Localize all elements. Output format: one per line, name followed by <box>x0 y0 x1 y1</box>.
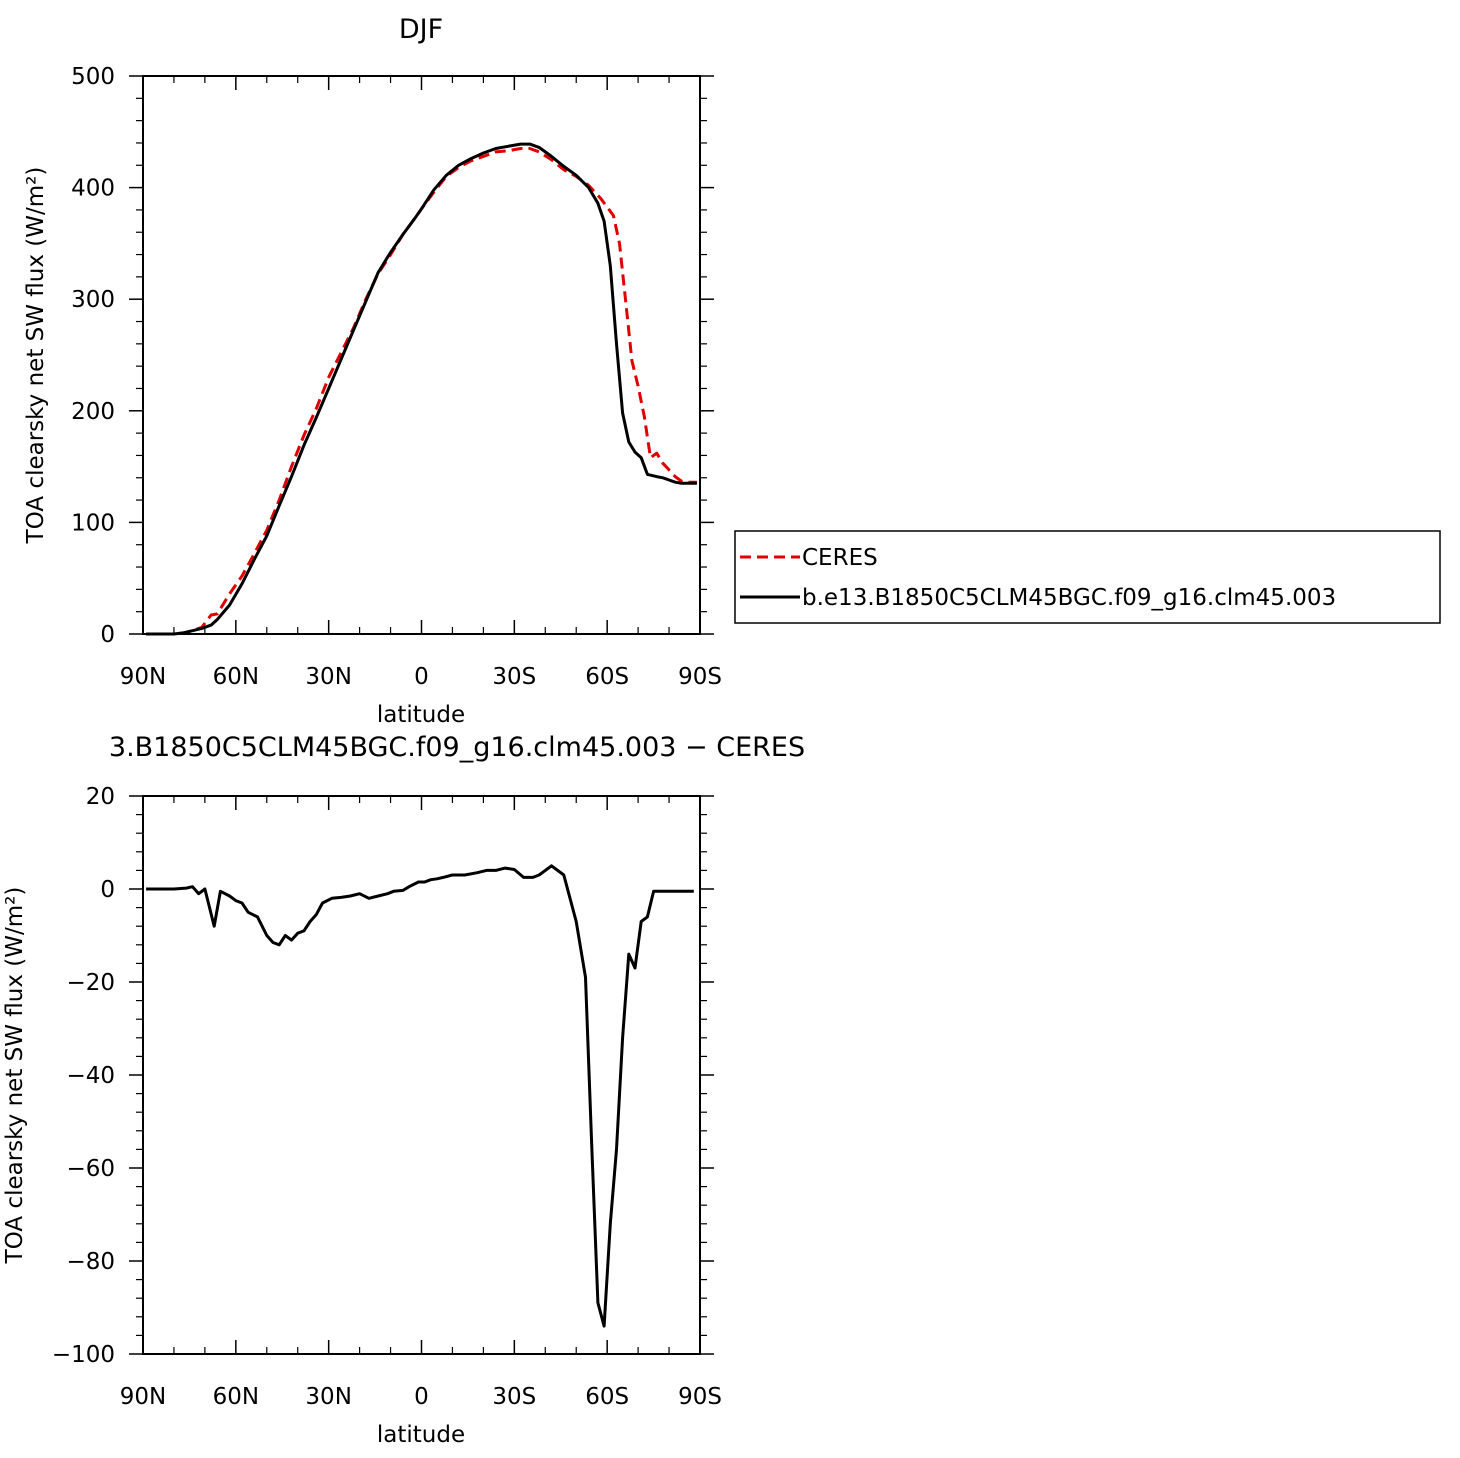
bottom-series-group <box>146 864 694 1328</box>
y-tick-label: 300 <box>71 287 115 313</box>
bottom-axis-ticks: 90N 60N 30N 0 30S 60S 90S −100 −80 −60 −40 −20 0 20 <box>52 784 722 1410</box>
y-tick-label: 500 <box>71 64 115 90</box>
x-tick-label: 30S <box>492 664 536 690</box>
y-tick-label: 400 <box>71 176 115 202</box>
bottom-panel: 3.B1850C5CLM45BGC.f09_g16.clm45.003 − CE… <box>2 732 805 1448</box>
series-line-ceres <box>146 147 697 636</box>
y-tick-label: −100 <box>52 1342 115 1368</box>
legend-label-ceres: CERES <box>802 545 878 571</box>
x-tick-label: 30N <box>305 664 351 690</box>
y-tick-label: −60 <box>66 1156 115 1182</box>
x-tick-label: 30S <box>492 1384 536 1410</box>
top-chart-title: DJF <box>399 14 443 45</box>
x-tick-label: 60N <box>213 664 259 690</box>
x-tick-label: 90S <box>678 1384 722 1410</box>
x-tick-label: 60S <box>585 1384 629 1410</box>
top-panel: DJF 90N 60N 30N 0 30S 60S 90S0100200300400500 … <box>23 14 1441 728</box>
top-series-group <box>146 142 697 636</box>
bottom-x-axis-label: latitude <box>377 1422 465 1448</box>
x-tick-label: 60S <box>585 664 629 690</box>
x-tick-label: 60N <box>213 1384 259 1410</box>
y-tick-label: 0 <box>100 622 115 648</box>
series-line-b-e13-b1850c5clm45bg <box>146 142 697 636</box>
x-tick-label: 0 <box>414 1384 429 1410</box>
y-tick-label: 200 <box>71 399 115 425</box>
x-tick-label: 90N <box>120 664 166 690</box>
top-y-axis-label: TOA clearsky net SW flux (W/m²) <box>23 167 49 545</box>
x-tick-label: 90S <box>678 664 722 690</box>
legend: CERES b.e13.B1850C5CLM45BGC.f09_g16.clm4… <box>734 530 1441 624</box>
bottom-y-axis-label: TOA clearsky net SW flux (W/m²) <box>2 887 28 1265</box>
legend-box <box>734 530 1441 624</box>
y-tick-label: 20 <box>86 784 115 810</box>
bottom-chart-title: 3.B1850C5CLM45BGC.f09_g16.clm45.003 − CE… <box>109 732 805 763</box>
legend-label-model: b.e13.B1850C5CLM45BGC.f09_g16.clm45.003 <box>802 585 1336 611</box>
top-plot-frame <box>142 75 701 635</box>
y-tick-label: 0 <box>100 877 115 903</box>
series-line-difference <box>146 864 694 1328</box>
y-tick-label: 100 <box>71 510 115 536</box>
top-x-axis-label: latitude <box>377 702 465 728</box>
bottom-plot-frame <box>142 795 701 1355</box>
y-tick-label: −80 <box>66 1249 115 1275</box>
top-axis-ticks: 90N 60N 30N 0 30S 60S 90S 0 100 200 300 400 500 <box>71 64 722 690</box>
y-tick-label: −20 <box>66 970 115 996</box>
x-tick-label: 30N <box>305 1384 351 1410</box>
x-tick-label: 0 <box>414 664 429 690</box>
x-tick-label: 90N <box>120 1384 166 1410</box>
y-tick-label: −40 <box>66 1063 115 1089</box>
